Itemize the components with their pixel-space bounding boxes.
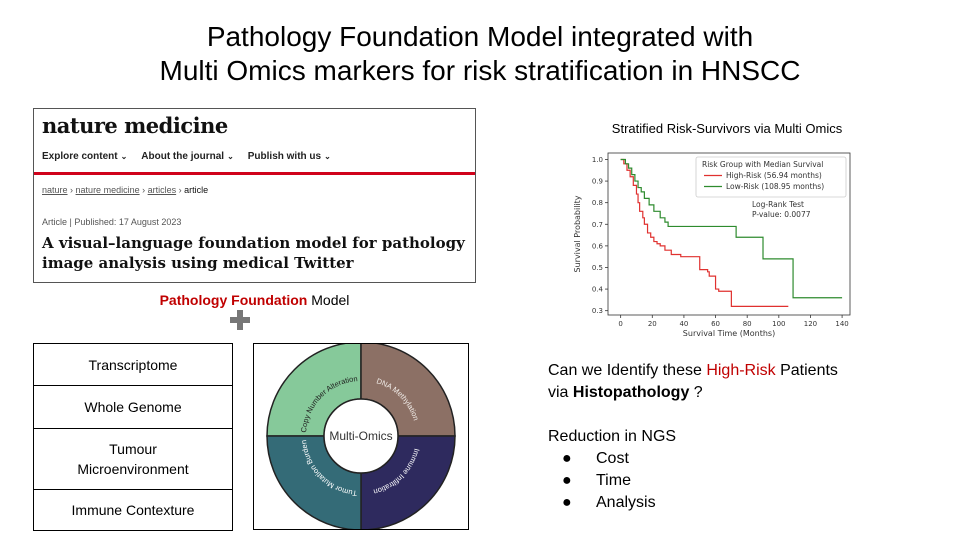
omics-item-tumour-microenvironment: Tumour Microenvironment <box>34 428 232 489</box>
plus-icon <box>228 308 252 332</box>
bullet-icon: ● <box>562 472 572 489</box>
bullet-text: Cost <box>596 450 629 467</box>
annotation-text: P-value: 0.0077 <box>752 210 811 219</box>
question-line-2: via Histopathology ? <box>548 382 838 404</box>
y-tick-label: 0.5 <box>592 264 603 272</box>
pfm-rest: Model <box>307 292 350 308</box>
question-post: Patients <box>775 362 838 379</box>
x-axis-label: Survival Time (Months) <box>683 329 775 338</box>
breadcrumb: nature › nature medicine › articles › ar… <box>42 185 208 195</box>
question-pre: Can we Identify these <box>548 362 707 379</box>
x-tick-label: 140 <box>835 320 848 328</box>
bullet-text: Analysis <box>596 494 656 511</box>
chevron-down-icon: ⌄ <box>324 152 331 161</box>
pfm-highlight: Pathology Foundation <box>159 292 308 308</box>
slide-title-line-2: Multi Omics markers for risk stratificat… <box>159 55 801 86</box>
y-tick-label: 0.3 <box>592 307 603 315</box>
bullet-time: ● Time <box>548 470 838 492</box>
breadcrumb-article: article <box>184 185 209 195</box>
nav-label: About the journal <box>141 151 225 162</box>
chevron-right-icon: › <box>178 185 185 195</box>
y-tick-label: 1.0 <box>592 156 603 164</box>
omics-item-immune-contexture: Immune Contexture <box>34 489 232 530</box>
km-chart-title: Stratified Risk-Survivors via Multi Omic… <box>611 121 843 136</box>
y-tick-label: 0.8 <box>592 199 603 207</box>
legend-entry: Low-Risk (108.95 months) <box>726 182 824 191</box>
slide-title-line-1: Pathology Foundation Model integrated wi… <box>206 21 754 52</box>
legend-entry: High-Risk (56.94 months) <box>726 171 822 180</box>
pathology-foundation-model-label: Pathology Foundation Model <box>33 292 476 308</box>
chevron-right-icon: › <box>142 185 148 195</box>
question-high-risk: High-Risk <box>706 362 776 379</box>
chevron-down-icon: ⌄ <box>227 152 234 161</box>
bullet-text: Time <box>596 472 631 489</box>
bullet-icon: ● <box>562 450 572 467</box>
x-tick-label: 0 <box>618 320 622 328</box>
question2-histopathology: Histopathology <box>572 384 690 401</box>
journal-nav: Explore content ⌄ About the journal ⌄ Publ… <box>42 151 331 162</box>
question2-post: ? <box>689 384 703 401</box>
x-tick-label: 100 <box>772 320 785 328</box>
journal-brand: nature medicine <box>42 113 228 138</box>
x-tick-label: 60 <box>711 320 720 328</box>
km-curve-low-risk <box>620 158 843 299</box>
bullet-analysis: ● Analysis <box>548 492 838 514</box>
x-tick-label: 20 <box>648 320 657 328</box>
question-line-1: Can we Identify these High-Risk Patients <box>548 360 838 382</box>
y-tick-label: 0.4 <box>592 286 604 294</box>
paper-screenshot: nature medicine Explore content ⌄ About t… <box>33 108 476 283</box>
x-tick-label: 80 <box>743 320 752 328</box>
km-curve-high-risk <box>620 158 789 307</box>
donut-center-label: Multi-Omics <box>329 429 392 443</box>
nav-label: Publish with us <box>247 151 322 162</box>
y-tick-label: 0.9 <box>592 178 603 186</box>
x-tick-label: 40 <box>679 320 688 328</box>
brand-divider <box>34 172 475 175</box>
breadcrumb-nature[interactable]: nature <box>42 185 68 195</box>
y-tick-label: 0.6 <box>592 242 604 250</box>
omics-item-transcriptome: Transcriptome <box>88 356 178 373</box>
bullet-cost: ● Cost <box>548 448 838 470</box>
bullet-icon: ● <box>562 494 572 511</box>
article-meta: Article | Published: 17 August 2023 <box>42 217 182 227</box>
breadcrumb-nature-medicine[interactable]: nature medicine <box>75 185 140 195</box>
article-title[interactable]: A visual–language foundation model for p… <box>42 234 465 272</box>
annotation-text: Log-Rank Test <box>752 200 804 209</box>
chevron-right-icon: › <box>70 185 76 195</box>
reduction-heading: Reduction in NGS <box>548 428 677 445</box>
omics-item-whole-genome: Whole Genome <box>34 385 232 428</box>
chevron-down-icon: ⌄ <box>120 152 128 161</box>
y-tick-label: 0.7 <box>592 221 603 229</box>
multi-omics-donut: Copy Number Alteration DNA Methylation I… <box>266 341 456 531</box>
question2-pre: via <box>548 384 573 401</box>
breadcrumb-articles[interactable]: articles <box>147 185 177 195</box>
nav-label: Explore content <box>42 151 118 162</box>
legend-box <box>695 156 847 198</box>
right-text-block: Can we Identify these High-Risk Patients… <box>548 360 838 514</box>
x-tick-label: 120 <box>804 320 817 328</box>
multi-omics-diagram: Copy Number Alteration DNA Methylation I… <box>253 341 469 531</box>
nav-publish-with-us[interactable]: Publish with us ⌄ <box>248 151 331 162</box>
nav-explore-content[interactable]: Explore content ⌄ <box>42 151 127 162</box>
omics-list: Transcriptome Whole Genome Tumour Microe… <box>33 343 233 531</box>
legend-title: Risk Group with Median Survival <box>702 160 823 169</box>
slide-title: Pathology Foundation Model integrated wi… <box>0 20 960 88</box>
km-survival-chart: 0 20 40 60 80 100 120 140 0.3 0.4 0.5 0.6 0.7 0.8 0.9 1… <box>573 152 851 338</box>
y-axis-label: Survival Probability <box>573 195 582 272</box>
nav-about-journal[interactable]: About the journal ⌄ <box>141 151 233 162</box>
